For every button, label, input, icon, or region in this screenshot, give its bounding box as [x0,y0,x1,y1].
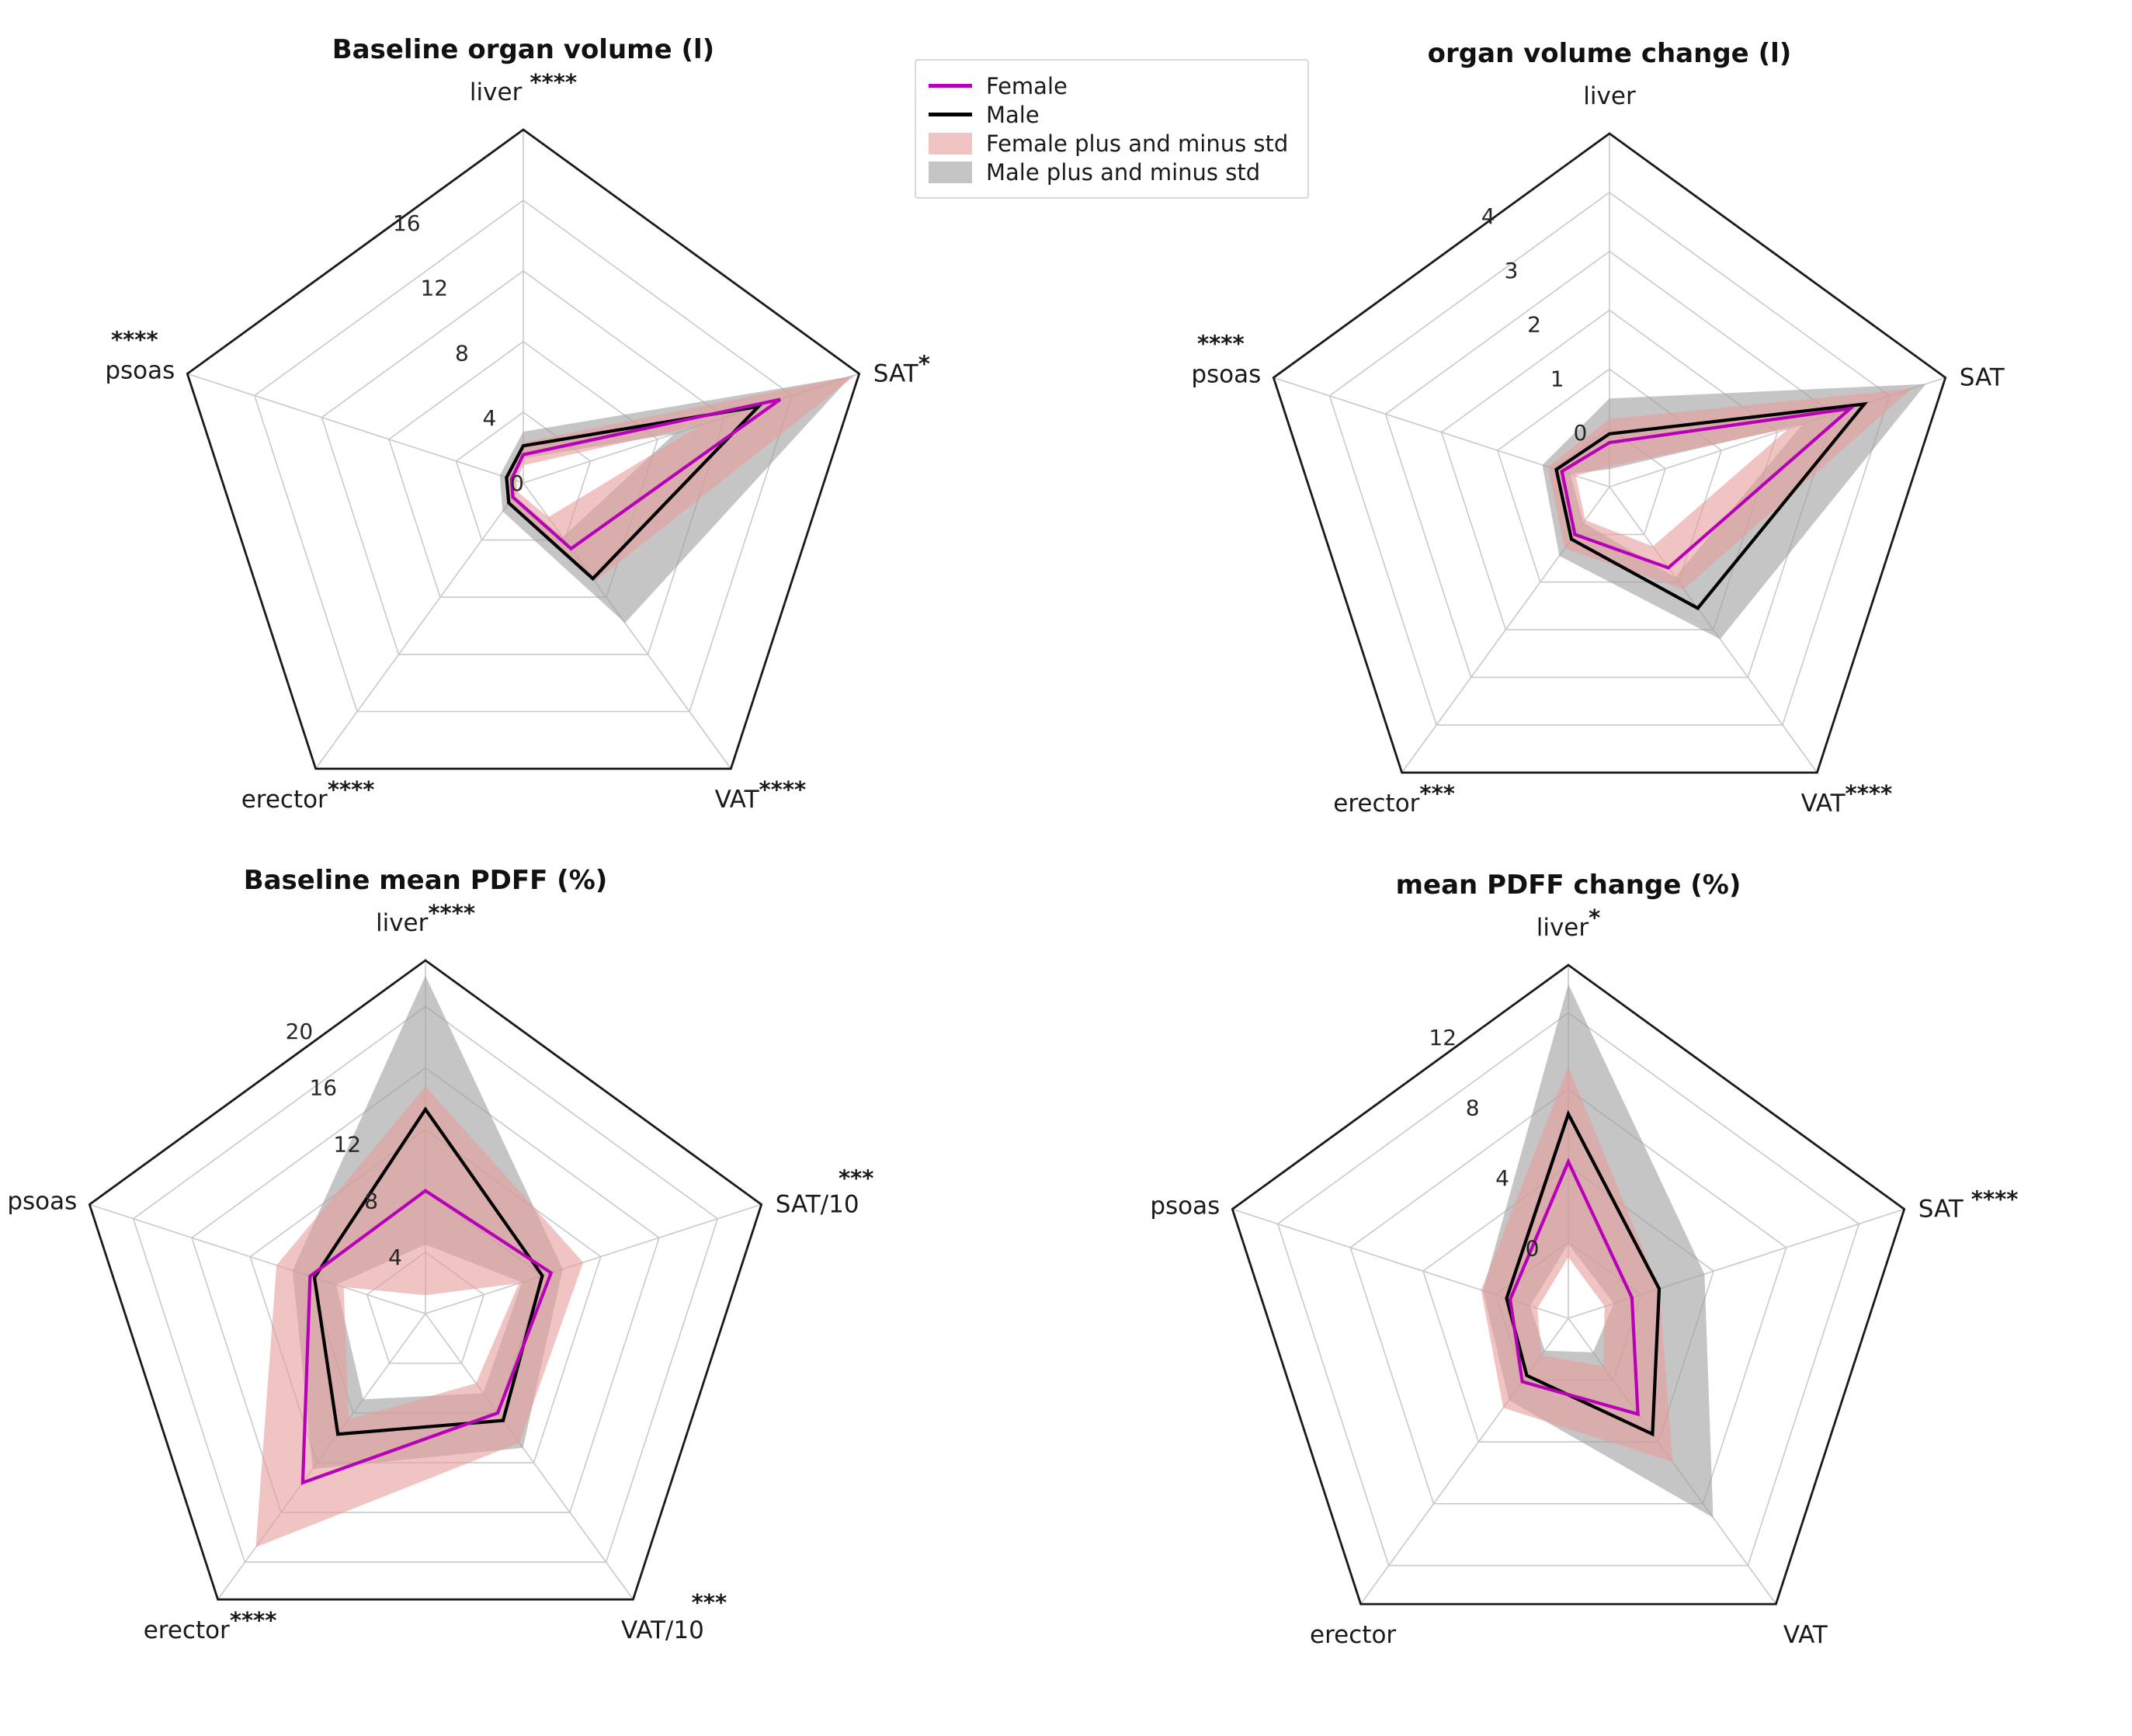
axis-label-SAT: SAT **** [1918,1186,2019,1223]
legend-item-female-std: Female plus and minus std [929,129,1293,158]
radar-chart-baseline-organ-volume: 0 4 8 12 16 liver **** SAT* VAT**** erector**** p… [105,34,930,814]
axis-label-VAT: VAT**** [1801,780,1893,818]
radar-chart-mean-pdff-change: 0 4 8 12 liver* SAT **** VAT erector psoas mean P… [1150,870,2018,1649]
axis-spoke [187,373,524,484]
tick-label: 16 [309,1075,337,1101]
female-std-band [506,374,856,582]
grid-ring [132,1005,719,1563]
outer-frame [186,128,861,770]
radar-chart-baseline-mean-pdff: 48121620liver****SAT/10***VAT/10***erect… [7,865,873,1644]
grid-ring [1349,1088,1787,1505]
male-line [312,1106,544,1436]
tick-label: 8 [1466,1095,1480,1120]
radar-chart-organ-volume-change: 0 1 2 3 4 liver SAT VAT**** erector*** psoas **** o… [1191,38,2005,818]
tick-label: 12 [420,276,448,301]
grid-ring [1276,1012,1860,1567]
female-line [1560,406,1856,570]
chart-title: Baseline organ volume (l) [332,34,714,65]
chart-title: mean PDFF change (%) [1396,870,1741,901]
female-line-swatch-icon [929,84,972,88]
legend-item-male-std: Male plus and minus std [929,158,1293,186]
axis-label-VAT: VAT [1783,1621,1828,1649]
legend-label-female: Female [986,72,1068,99]
axis-label-liver: liver**** [376,900,475,937]
axis-stars-psoas: **** [111,326,158,352]
axis-label-VAT/10: VAT/10 [621,1616,704,1644]
chart-title: organ volume change (l) [1428,38,1792,69]
outer-frame [1272,132,1947,774]
tick-label: 8 [455,341,469,366]
tick-label: 4 [1495,1165,1509,1191]
grid-ring [1384,250,1835,679]
tick-label: 4 [1481,203,1495,229]
legend-item-male: Male [929,100,1293,129]
tick-label: 0 [510,470,524,496]
outer-frame [88,959,763,1601]
female-line [1508,1158,1640,1417]
grid-ring [455,411,592,541]
axis-stars-psoas: **** [1197,330,1245,356]
tick-label: 4 [388,1245,402,1270]
grid-ring [321,270,726,655]
axis-label-psoas: psoas [1191,360,1261,388]
axis-label-SAT: SAT* [873,350,930,387]
grid-ring [1328,191,1891,726]
tick-label: 12 [1429,1025,1457,1050]
legend-label-female-std: Female plus and minus std [986,130,1289,157]
axis-label-erector: erector [1310,1621,1396,1649]
axis-label-psoas: psoas [7,1187,77,1215]
tick-label: 1 [1550,366,1564,391]
axis-stars-SAT/10: *** [839,1165,874,1191]
axis-spoke [425,1203,762,1314]
tick-label: 16 [393,210,421,236]
axis-label-liver: liver [1583,82,1636,110]
tick-label: 3 [1505,258,1519,283]
tick-label: 0 [1526,1235,1540,1261]
legend-item-female: Female [929,71,1293,100]
tick-label: 12 [333,1132,361,1158]
tick-label: 4 [482,405,496,431]
male-line-swatch-icon [929,113,972,116]
legend-label-male: Male [986,101,1040,128]
axis-label-SAT: SAT [1960,363,2005,391]
tick-label: 20 [286,1019,314,1044]
grid-ring [191,1067,660,1513]
legend: Female Male Female plus and minus std Ma… [915,59,1309,199]
axis-stars-VAT/10: *** [692,1589,727,1616]
axis-label-erector: erector**** [241,776,375,814]
axis-label-psoas: psoas [105,356,175,384]
female-line [300,1189,554,1485]
chart-title: Baseline mean PDFF (%) [244,865,608,896]
axis-label-liver: liver* [1536,904,1601,942]
axis-spoke [89,1203,426,1314]
outer-frame [1231,963,1906,1606]
axis-label-VAT: VAT**** [715,776,807,814]
tick-label: 0 [1573,420,1587,446]
female-std-band [1481,1066,1673,1462]
axis-label-liver: liver **** [470,69,577,106]
axis-spoke [314,482,524,769]
axis-label-erector: erector*** [1333,780,1455,818]
male-line [1554,401,1869,611]
tick-label: 8 [364,1188,378,1213]
axis-label-SAT/10: SAT/10 [776,1190,859,1218]
axis-spoke [425,1313,634,1600]
axis-label-erector: erector**** [144,1607,277,1644]
axis-label-psoas: psoas [1150,1192,1220,1220]
grid-ring [253,200,793,713]
male-line [1505,1109,1662,1437]
female-line [509,398,782,551]
legend-label-male-std: Male plus and minus std [986,158,1261,186]
female-band-swatch-icon [929,132,972,155]
tick-label: 2 [1527,312,1541,338]
male-band-swatch-icon [929,161,972,183]
